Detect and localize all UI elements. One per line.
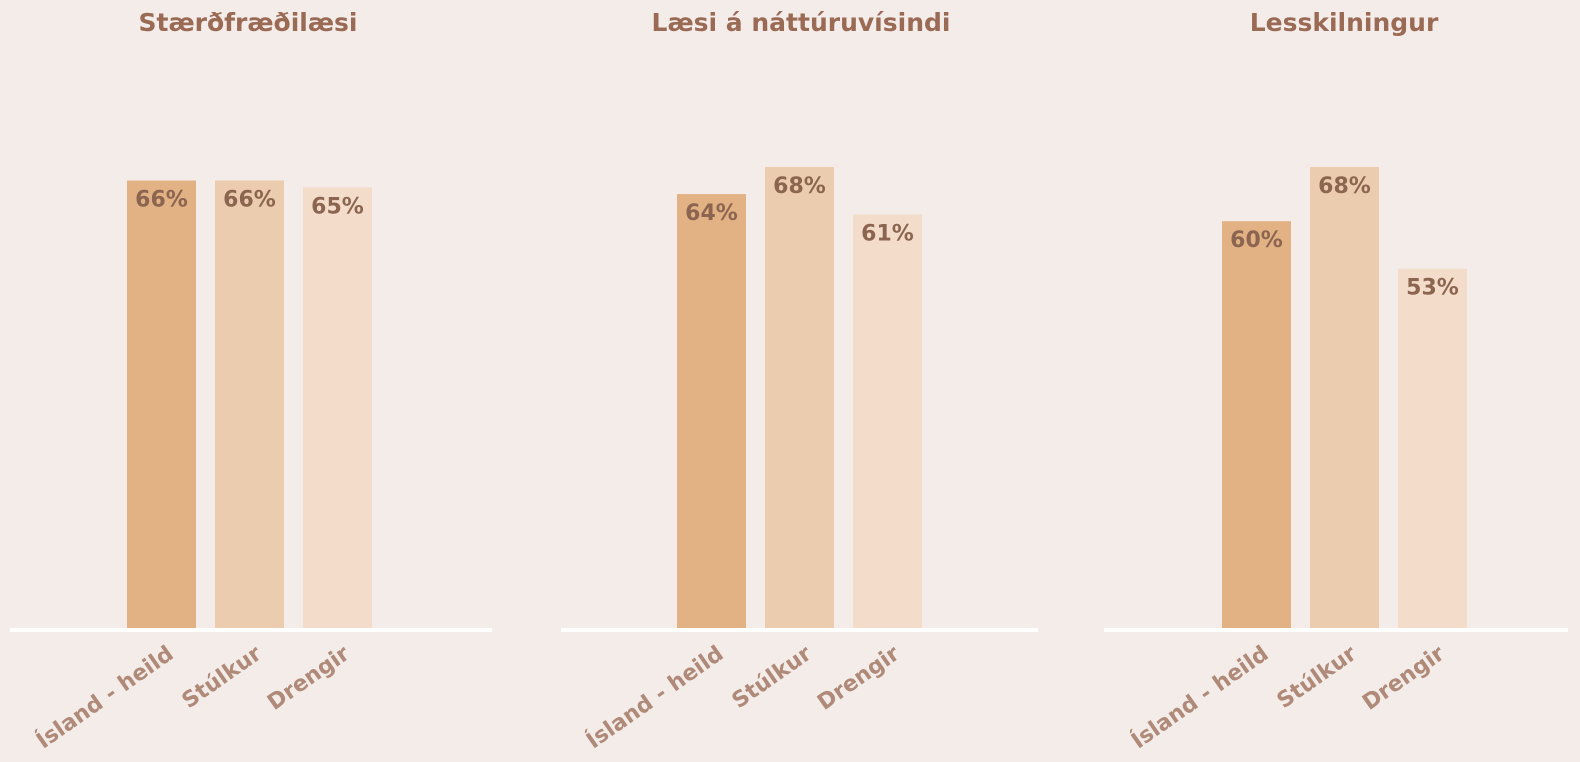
x-tick-label: Drengir xyxy=(263,641,354,715)
value-label: 64% xyxy=(685,201,738,226)
bar xyxy=(677,194,746,628)
value-label: 60% xyxy=(1230,228,1283,253)
bar xyxy=(215,180,284,628)
x-tick-label: Stúlkur xyxy=(178,641,267,714)
bar xyxy=(303,187,372,629)
value-label: 61% xyxy=(861,221,914,246)
chart-title: Lesskilningur xyxy=(1250,8,1439,37)
x-tick-label: Drengir xyxy=(1358,641,1449,715)
x-tick-label: Ísland - heild xyxy=(1127,641,1274,755)
chart-title: Læsi á náttúruvísindi xyxy=(652,8,951,37)
value-label: 68% xyxy=(773,174,826,199)
x-tick-label: Stúlkur xyxy=(1273,641,1362,714)
chart-title: Stærðfræðilæsi xyxy=(138,8,357,37)
value-label: 65% xyxy=(311,194,364,219)
bar xyxy=(1310,166,1379,628)
x-tick-label: Drengir xyxy=(813,641,904,715)
bar xyxy=(1222,221,1291,628)
bar xyxy=(853,214,922,629)
x-tick-label: Ísland - heild xyxy=(32,641,179,755)
value-label: 66% xyxy=(135,188,188,213)
bar xyxy=(127,180,196,628)
x-tick-label: Ísland - heild xyxy=(582,641,729,755)
x-tick-label: Stúlkur xyxy=(728,641,817,714)
bar xyxy=(765,166,834,628)
bar xyxy=(1398,268,1467,628)
value-label: 66% xyxy=(223,188,276,213)
value-label: 53% xyxy=(1406,276,1459,301)
value-label: 68% xyxy=(1318,174,1371,199)
